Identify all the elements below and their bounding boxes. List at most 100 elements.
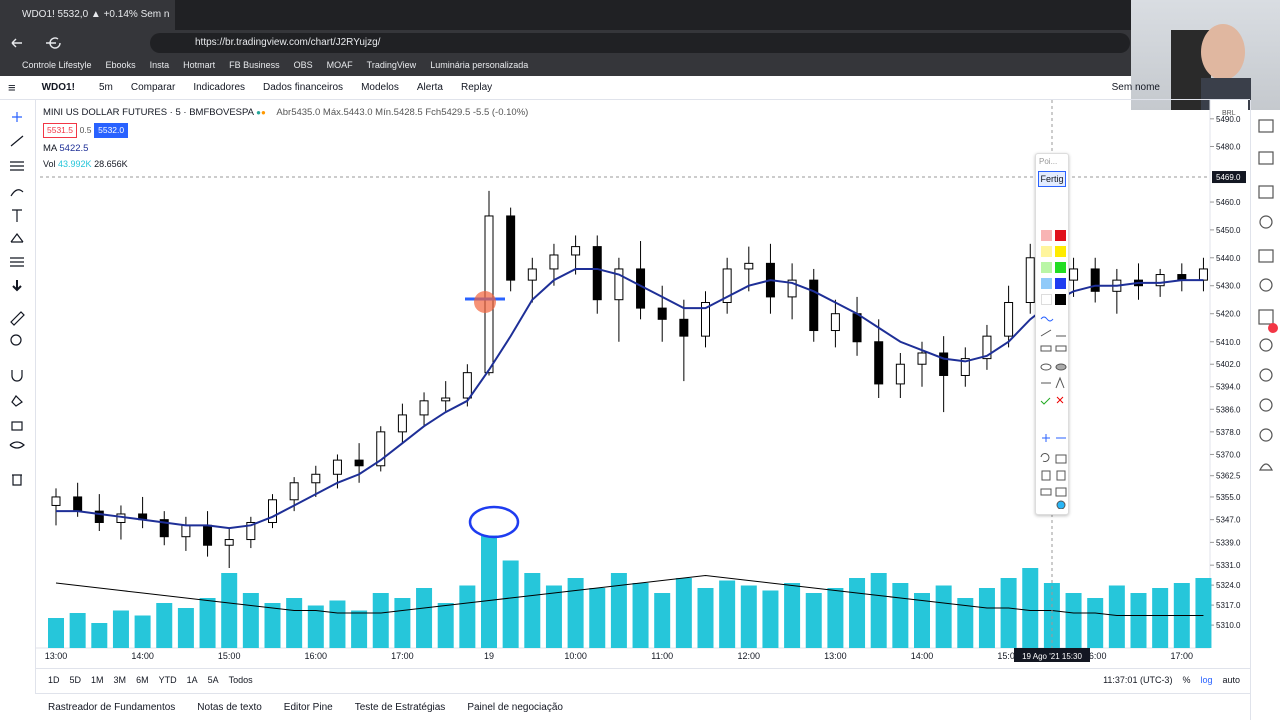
bookmark[interactable]: FB Business: [229, 60, 280, 70]
volume-bar: [870, 573, 887, 648]
nav-buttons[interactable]: [8, 36, 78, 50]
swatch[interactable]: [1055, 294, 1066, 305]
x-tick-label: 12:00: [738, 651, 761, 661]
candle-body: [354, 459, 364, 467]
bottom-tab[interactable]: Rastreador de Fundamentos: [48, 701, 176, 713]
range-button[interactable]: 6M: [136, 674, 149, 685]
candle-body: [657, 307, 667, 320]
range-button[interactable]: 1D: [48, 674, 60, 685]
ma-line: [56, 267, 1204, 530]
crosshair-label-bg: [1014, 648, 1090, 662]
volume-bar: [567, 578, 584, 648]
range-button[interactable]: Todos: [228, 674, 253, 685]
panel-tools[interactable]: [1036, 309, 1070, 509]
range-button[interactable]: 5A: [207, 674, 219, 685]
y-tick-label: 5355.0: [1216, 493, 1241, 502]
layout-name[interactable]: Sem nome: [1111, 82, 1160, 93]
bottom-tab[interactable]: Editor Pine: [283, 701, 333, 713]
toolbar-button[interactable]: Indicadores: [193, 82, 246, 93]
menu-icon[interactable]: ≡: [8, 80, 16, 95]
bid[interactable]: 5531.5: [43, 123, 77, 138]
tool-icons[interactable]: [0, 100, 36, 500]
auto-toggle[interactable]: auto: [1222, 674, 1240, 685]
volume-bar: [69, 613, 86, 648]
ask[interactable]: 5532.0: [94, 123, 129, 138]
bookmark[interactable]: OBS: [293, 60, 313, 70]
candle-body: [960, 358, 970, 376]
volume-bar: [740, 585, 757, 648]
bookmark[interactable]: MOAF: [326, 60, 353, 70]
bookmark[interactable]: Ebooks: [105, 60, 136, 70]
toolbar-button[interactable]: Comparar: [130, 82, 176, 93]
volume-bar: [91, 623, 108, 648]
swatch[interactable]: [1041, 246, 1052, 257]
candle-body: [268, 499, 277, 523]
candle-body: [939, 352, 949, 376]
volume-bar: [459, 585, 476, 648]
bookmarks-bar: Controle Lifestyle Ebooks Insta Hotmart FB B…: [0, 55, 1280, 76]
swatch[interactable]: [1055, 262, 1066, 273]
swatch[interactable]: [1055, 246, 1066, 257]
log-toggle[interactable]: log: [1200, 674, 1213, 685]
toolbar-button[interactable]: Modelos: [361, 82, 399, 93]
volume-bar: [892, 583, 909, 648]
x-tick-label: 15:00: [997, 651, 1020, 661]
bookmark[interactable]: TradingView: [366, 60, 417, 70]
candle-body: [571, 246, 581, 256]
right-sidebar: [1250, 100, 1280, 720]
candle-body: [462, 372, 472, 399]
sidebar-icons[interactable]: [1251, 100, 1280, 720]
candle-body: [159, 519, 169, 538]
x-tick-label: 16:00: [1084, 651, 1107, 661]
webcam-image: [1171, 24, 1251, 110]
toolbar-button[interactable]: Dados financeiros: [263, 82, 344, 93]
volume-bar: [221, 573, 238, 648]
candle-body: [787, 279, 797, 298]
swatch[interactable]: [1055, 278, 1066, 289]
candle-body: [181, 524, 191, 538]
bottom-tab[interactable]: Notas de texto: [197, 701, 262, 713]
bookmark[interactable]: Hotmart: [183, 60, 216, 70]
bottom-tab[interactable]: Painel de negociação: [467, 701, 563, 713]
clock: 11:37:01 (UTC-3): [1103, 674, 1173, 685]
toolbar-button[interactable]: Alerta: [416, 82, 443, 93]
finish-button[interactable]: Fertig: [1038, 171, 1066, 187]
range-bar: 1D 5D 1M 3M 6M YTD 1A 5A Todos 11:37:01 (UTC-3) …: [36, 668, 1250, 690]
swatch[interactable]: [1041, 278, 1052, 289]
percent-toggle[interactable]: %: [1182, 674, 1191, 685]
candle-body: [830, 313, 840, 332]
y-tick-label: 5394.0: [1216, 383, 1241, 392]
url[interactable]: https://br.tradingview.com/chart/J2RYujz…: [150, 33, 1130, 53]
swatch[interactable]: [1055, 230, 1066, 241]
price-axis-bg: [1210, 100, 1248, 668]
symbol[interactable]: WDO1!: [41, 82, 75, 93]
swatch[interactable]: [1041, 262, 1052, 273]
swatch[interactable]: [1041, 294, 1052, 305]
bookmark[interactable]: Luminária personalizada: [430, 60, 529, 70]
price-label: 5469.0: [1216, 173, 1241, 182]
range-button[interactable]: 1M: [91, 674, 104, 685]
volume-bar: [675, 578, 692, 648]
bottom-tab[interactable]: Teste de Estratégias: [354, 701, 446, 713]
browser-tab[interactable]: WDO1! 5532,0 ▲ +0.14% Sem n: [0, 0, 175, 30]
range-button[interactable]: 3M: [113, 674, 127, 685]
x-tick-label: 17:00: [1171, 651, 1194, 661]
candle-body: [917, 352, 927, 365]
range-button[interactable]: YTD: [158, 674, 177, 685]
volume-bar: [481, 535, 497, 648]
range-button[interactable]: 5D: [69, 674, 82, 685]
interval[interactable]: 5m: [98, 82, 113, 93]
candle-body: [1198, 268, 1208, 281]
volume-bar: [827, 588, 844, 648]
volume-bar: [849, 578, 866, 648]
y-tick-label: 5339.0: [1216, 538, 1241, 547]
range-button[interactable]: 1A: [186, 674, 198, 685]
bookmark[interactable]: Controle Lifestyle: [22, 60, 92, 70]
toolbar-button[interactable]: Replay: [461, 82, 493, 93]
swatch[interactable]: [1041, 230, 1052, 241]
volume-bar: [545, 585, 562, 648]
volume-bar: [177, 608, 194, 648]
bookmark[interactable]: Insta: [149, 60, 170, 70]
